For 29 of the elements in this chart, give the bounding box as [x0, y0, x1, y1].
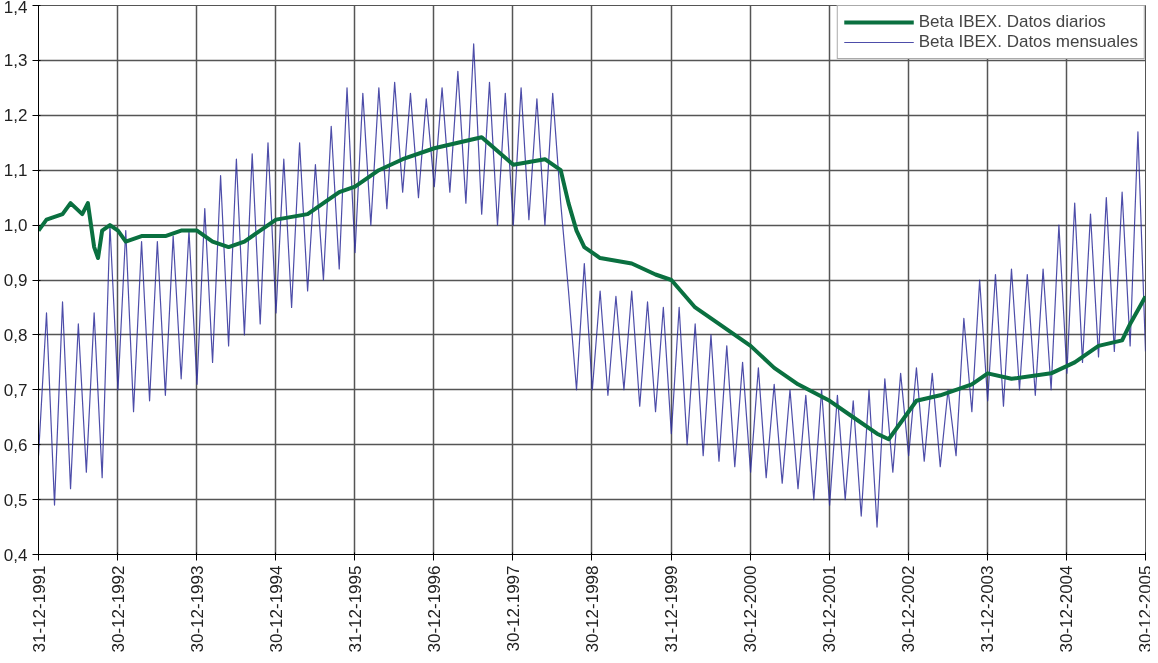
- x-tick-label: 30-12-2000: [741, 565, 761, 653]
- x-tick-label: 30-12-2005: [1135, 565, 1155, 653]
- line-series: [38, 135, 1146, 442]
- y-tick-label: 1,0: [3, 216, 28, 236]
- x-tick-label: 30-12-1994: [266, 565, 286, 653]
- y-tick-label: 0,7: [3, 380, 28, 400]
- y-tick-label: 0,5: [3, 490, 28, 510]
- x-tick-label: 30-12-1993: [187, 565, 207, 653]
- y-tick-label: 1,1: [3, 161, 28, 181]
- x-tick-label: 30-12.1997: [503, 565, 523, 652]
- x-tick-label: 30-12-1992: [108, 565, 128, 653]
- x-tick-label: 30-12-2004: [1057, 565, 1077, 653]
- y-tick-label: 1,3: [3, 51, 28, 71]
- y-tick-label: 0,8: [3, 325, 28, 345]
- x-tick-label: 31-12-1999: [662, 565, 682, 653]
- y-tick-label: 1,2: [3, 106, 28, 126]
- x-tick-label: 30-12-1996: [424, 565, 444, 653]
- y-tick-label: 0,6: [3, 435, 28, 455]
- y-tick-label: 1,4: [3, 0, 28, 17]
- legend-label: Beta IBEX. Datos mensuales: [918, 32, 1138, 52]
- x-tick-label: 31-12-1995: [345, 565, 365, 653]
- x-tick-label: 30-12-2002: [899, 565, 919, 653]
- y-tick-label: 0,9: [3, 271, 28, 290]
- x-tick-label: 31-12-2003: [978, 565, 998, 653]
- y-tick-label: 0,4: [3, 545, 28, 565]
- x-tick-label: 30-12-2001: [820, 565, 840, 653]
- x-tick-label: 31-12-1991: [29, 565, 49, 653]
- x-tick-label: 30-12-1998: [582, 565, 602, 653]
- legend-label: Beta IBEX. Datos diarios: [918, 12, 1106, 32]
